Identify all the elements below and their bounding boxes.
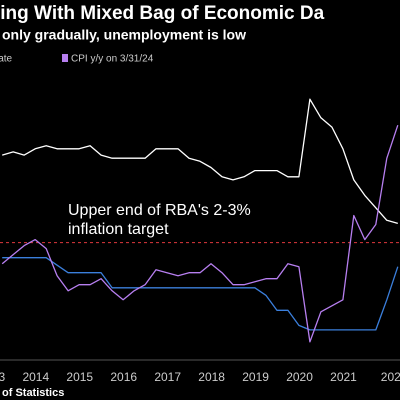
x-tick-label: 2018 [198,370,225,384]
annotation: inflation target [68,221,169,238]
x-tick-label: 202 [381,370,400,384]
chart-title: ling With Mixed Bag of Economic Da [0,3,325,24]
x-tick-label: 2017 [154,370,181,384]
chart-subtitle: only gradually, unemployment is low [2,27,246,43]
legend-label: CPI y/y on 3/31/24 [71,54,154,65]
x-tick-label: 2015 [66,370,93,384]
annotation: Upper end of RBA's 2-3% [68,202,251,219]
x-tick-label: 2019 [242,370,269,384]
series-line [1,124,399,343]
source: of Statistics [2,387,64,399]
x-tick-label: 3 [0,370,6,384]
x-tick-label: 2020 [286,370,313,384]
series-line [2,257,399,331]
x-tick-label: 2014 [22,370,49,384]
series-line [2,98,398,225]
x-tick-label: 2016 [110,370,137,384]
legend-swatch [62,54,68,62]
x-tick-label: 2021 [330,370,357,384]
legend-label: Rate [0,54,13,65]
